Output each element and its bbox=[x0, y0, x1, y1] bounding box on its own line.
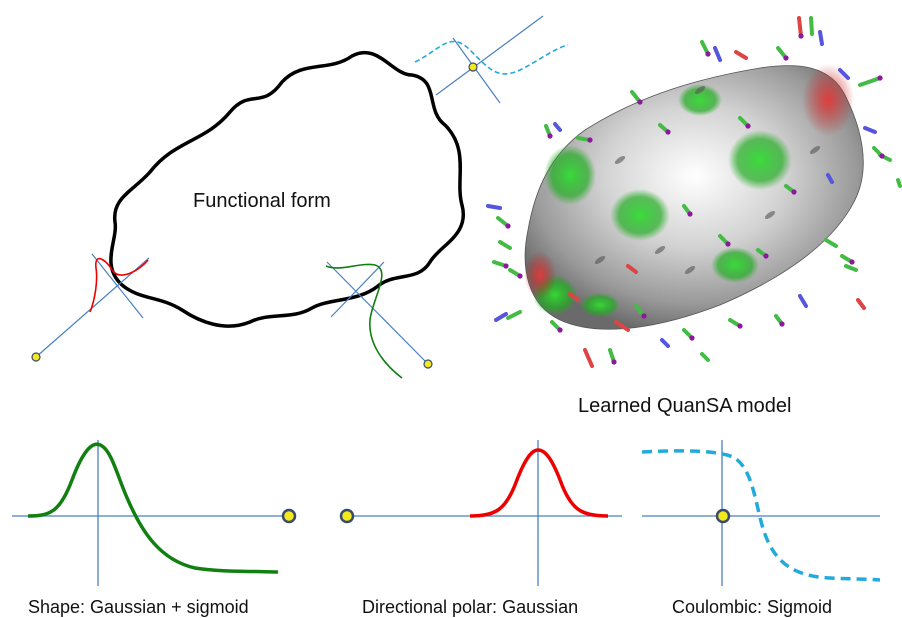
probe-stick-tips bbox=[503, 33, 885, 365]
shape-function-plot bbox=[12, 440, 297, 586]
shape-caption: Shape: Gaussian + sigmoid bbox=[28, 597, 249, 617]
functional-form-outline bbox=[109, 50, 466, 328]
polar-caption: Directional polar: Gaussian bbox=[362, 597, 579, 617]
learned-model-label: Learned QuanSA model bbox=[578, 395, 792, 417]
shape-probe-right bbox=[325, 261, 433, 379]
coulombic-caption: Coulombic: Sigmoid bbox=[672, 597, 833, 617]
functional-form-label: Functional form bbox=[193, 190, 331, 212]
coulombic-probe-top bbox=[414, 15, 569, 104]
polar-probe-left bbox=[31, 253, 150, 362]
quansa-model-surface bbox=[524, 64, 864, 330]
polar-function-plot bbox=[339, 440, 622, 586]
coulombic-function-plot bbox=[641, 440, 881, 586]
